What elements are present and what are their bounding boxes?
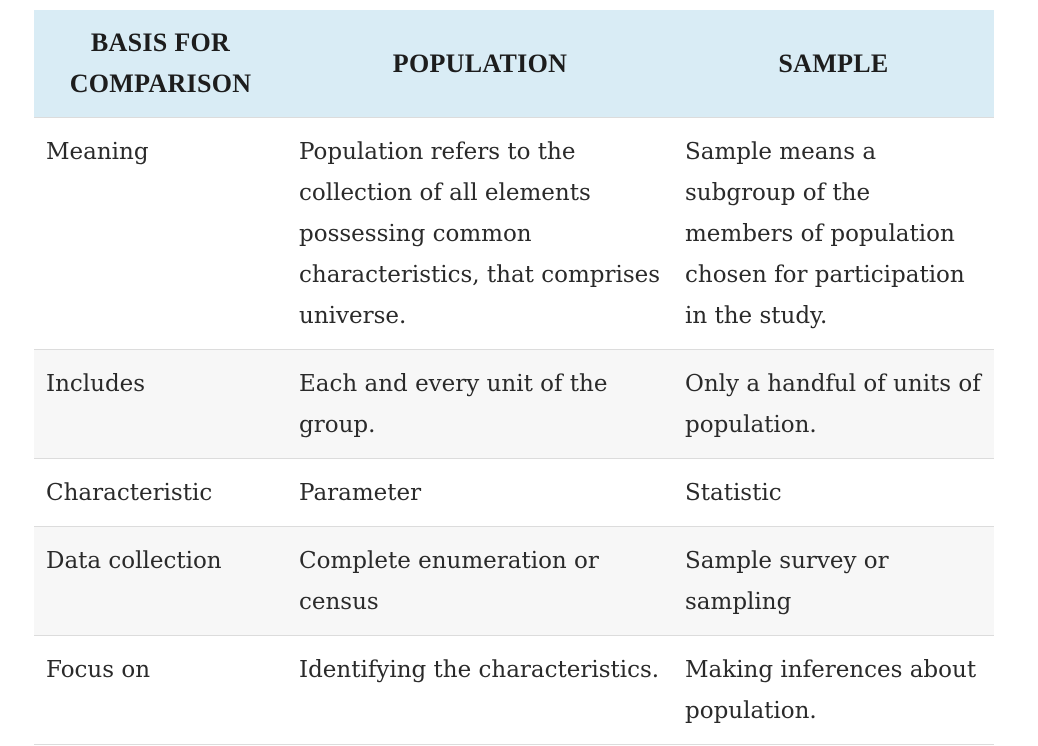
cell-basis: Meaning bbox=[34, 116, 287, 349]
cell-sample: Making inferences about population. bbox=[673, 634, 994, 745]
cell-basis: Focus on bbox=[34, 634, 287, 745]
table-row: Meaning Population refers to the collect… bbox=[34, 116, 994, 349]
table-row: Characteristic Parameter Statistic bbox=[34, 457, 994, 526]
cell-population: Each and every unit of the group. bbox=[287, 348, 673, 458]
cell-basis: Includes bbox=[34, 348, 287, 458]
cell-population: Complete enumeration or census bbox=[287, 525, 673, 635]
cell-population: Parameter bbox=[287, 457, 673, 526]
cell-basis: Data collection bbox=[34, 525, 287, 635]
header-sample: SAMPLE bbox=[778, 48, 889, 78]
table-row: Includes Each and every unit of the grou… bbox=[34, 348, 994, 458]
table-header: BASIS FOR COMPARISON POPULATION SAMPLE bbox=[34, 10, 994, 117]
cell-sample: Only a handful of units of population. bbox=[673, 348, 994, 458]
comparison-table: BASIS FOR COMPARISON POPULATION SAMPLE M… bbox=[34, 10, 994, 745]
cell-sample: Sample survey or sampling bbox=[673, 525, 994, 635]
comparison-table-container: BASIS FOR COMPARISON POPULATION SAMPLE M… bbox=[34, 10, 994, 745]
header-basis: BASIS FOR COMPARISON bbox=[69, 28, 252, 99]
cell-population: Identifying the characteristics. bbox=[287, 634, 673, 745]
cell-sample: Sample means a subgroup of the members o… bbox=[673, 116, 994, 349]
cell-population: Population refers to the collection of a… bbox=[287, 116, 673, 349]
cell-sample: Statistic bbox=[673, 457, 994, 526]
table-row: Data collection Complete enumeration or … bbox=[34, 525, 994, 635]
table-body: Meaning Population refers to the collect… bbox=[34, 116, 994, 745]
header-row: BASIS FOR COMPARISON POPULATION SAMPLE bbox=[34, 10, 994, 117]
table-row: Focus on Identifying the characteristics… bbox=[34, 634, 994, 745]
cell-basis: Characteristic bbox=[34, 457, 287, 526]
header-population: POPULATION bbox=[392, 48, 568, 78]
